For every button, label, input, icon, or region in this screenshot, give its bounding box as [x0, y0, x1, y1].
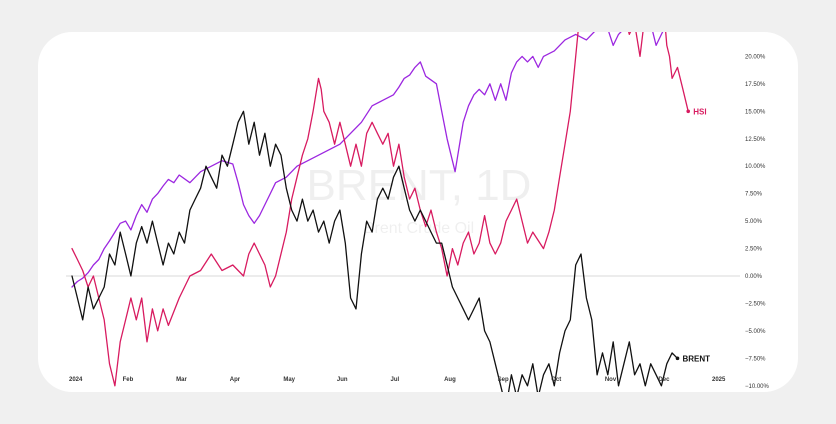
series-label: BRENT — [682, 354, 710, 363]
x-tick-label: Jul — [391, 377, 400, 383]
y-tick-label: 20.00% — [745, 54, 766, 60]
y-tick-label: 12.50% — [745, 137, 766, 143]
chart-watermark-title: BRENT, 1D — [307, 161, 532, 210]
y-tick-label: −5.00% — [745, 329, 766, 335]
line-chart: BRENT, 1D Brent Crude Oil 42.50%40.00%37… — [66, 32, 770, 392]
y-tick-label: −2.50% — [745, 301, 766, 307]
x-tick-label: 2025 — [712, 377, 726, 383]
y-tick-label: 5.00% — [745, 219, 763, 225]
y-tick-label: −10.00% — [745, 384, 770, 390]
series-end-marker — [675, 356, 680, 361]
y-tick-label: 0.00% — [745, 274, 763, 280]
y-tick-label: 7.50% — [745, 192, 763, 198]
y-tick-label: 17.50% — [745, 82, 766, 88]
x-tick-label: Apr — [230, 377, 241, 383]
series-line-brent — [71, 110, 679, 392]
y-tick-label: 15.00% — [745, 109, 766, 115]
x-tick-label: Oct — [551, 377, 561, 383]
y-tick-label: −7.50% — [745, 356, 766, 362]
x-tick-label: Nov — [605, 377, 617, 383]
x-tick-label: Dec — [658, 377, 670, 383]
x-tick-label: Feb — [123, 377, 134, 383]
y-tick-label: 2.50% — [745, 247, 763, 253]
series-end-marker — [686, 109, 691, 114]
x-tick-label: Aug — [444, 377, 456, 383]
chart-card: BRENT, 1D Brent Crude Oil 42.50%40.00%37… — [38, 32, 798, 392]
series-line-s-p-500 — [71, 32, 664, 288]
x-tick-label: Sep — [498, 377, 509, 383]
chart-watermark-subtitle: Brent Crude Oil — [364, 220, 474, 237]
y-tick-label: 10.00% — [745, 164, 766, 170]
x-tick-label: Jun — [337, 377, 348, 383]
y-tick-label: 22.50% — [745, 32, 766, 33]
x-tick-label: May — [283, 377, 295, 383]
series-label: HSI — [693, 107, 706, 116]
x-tick-label: 2024 — [69, 377, 83, 383]
x-tick-label: Mar — [176, 377, 187, 383]
